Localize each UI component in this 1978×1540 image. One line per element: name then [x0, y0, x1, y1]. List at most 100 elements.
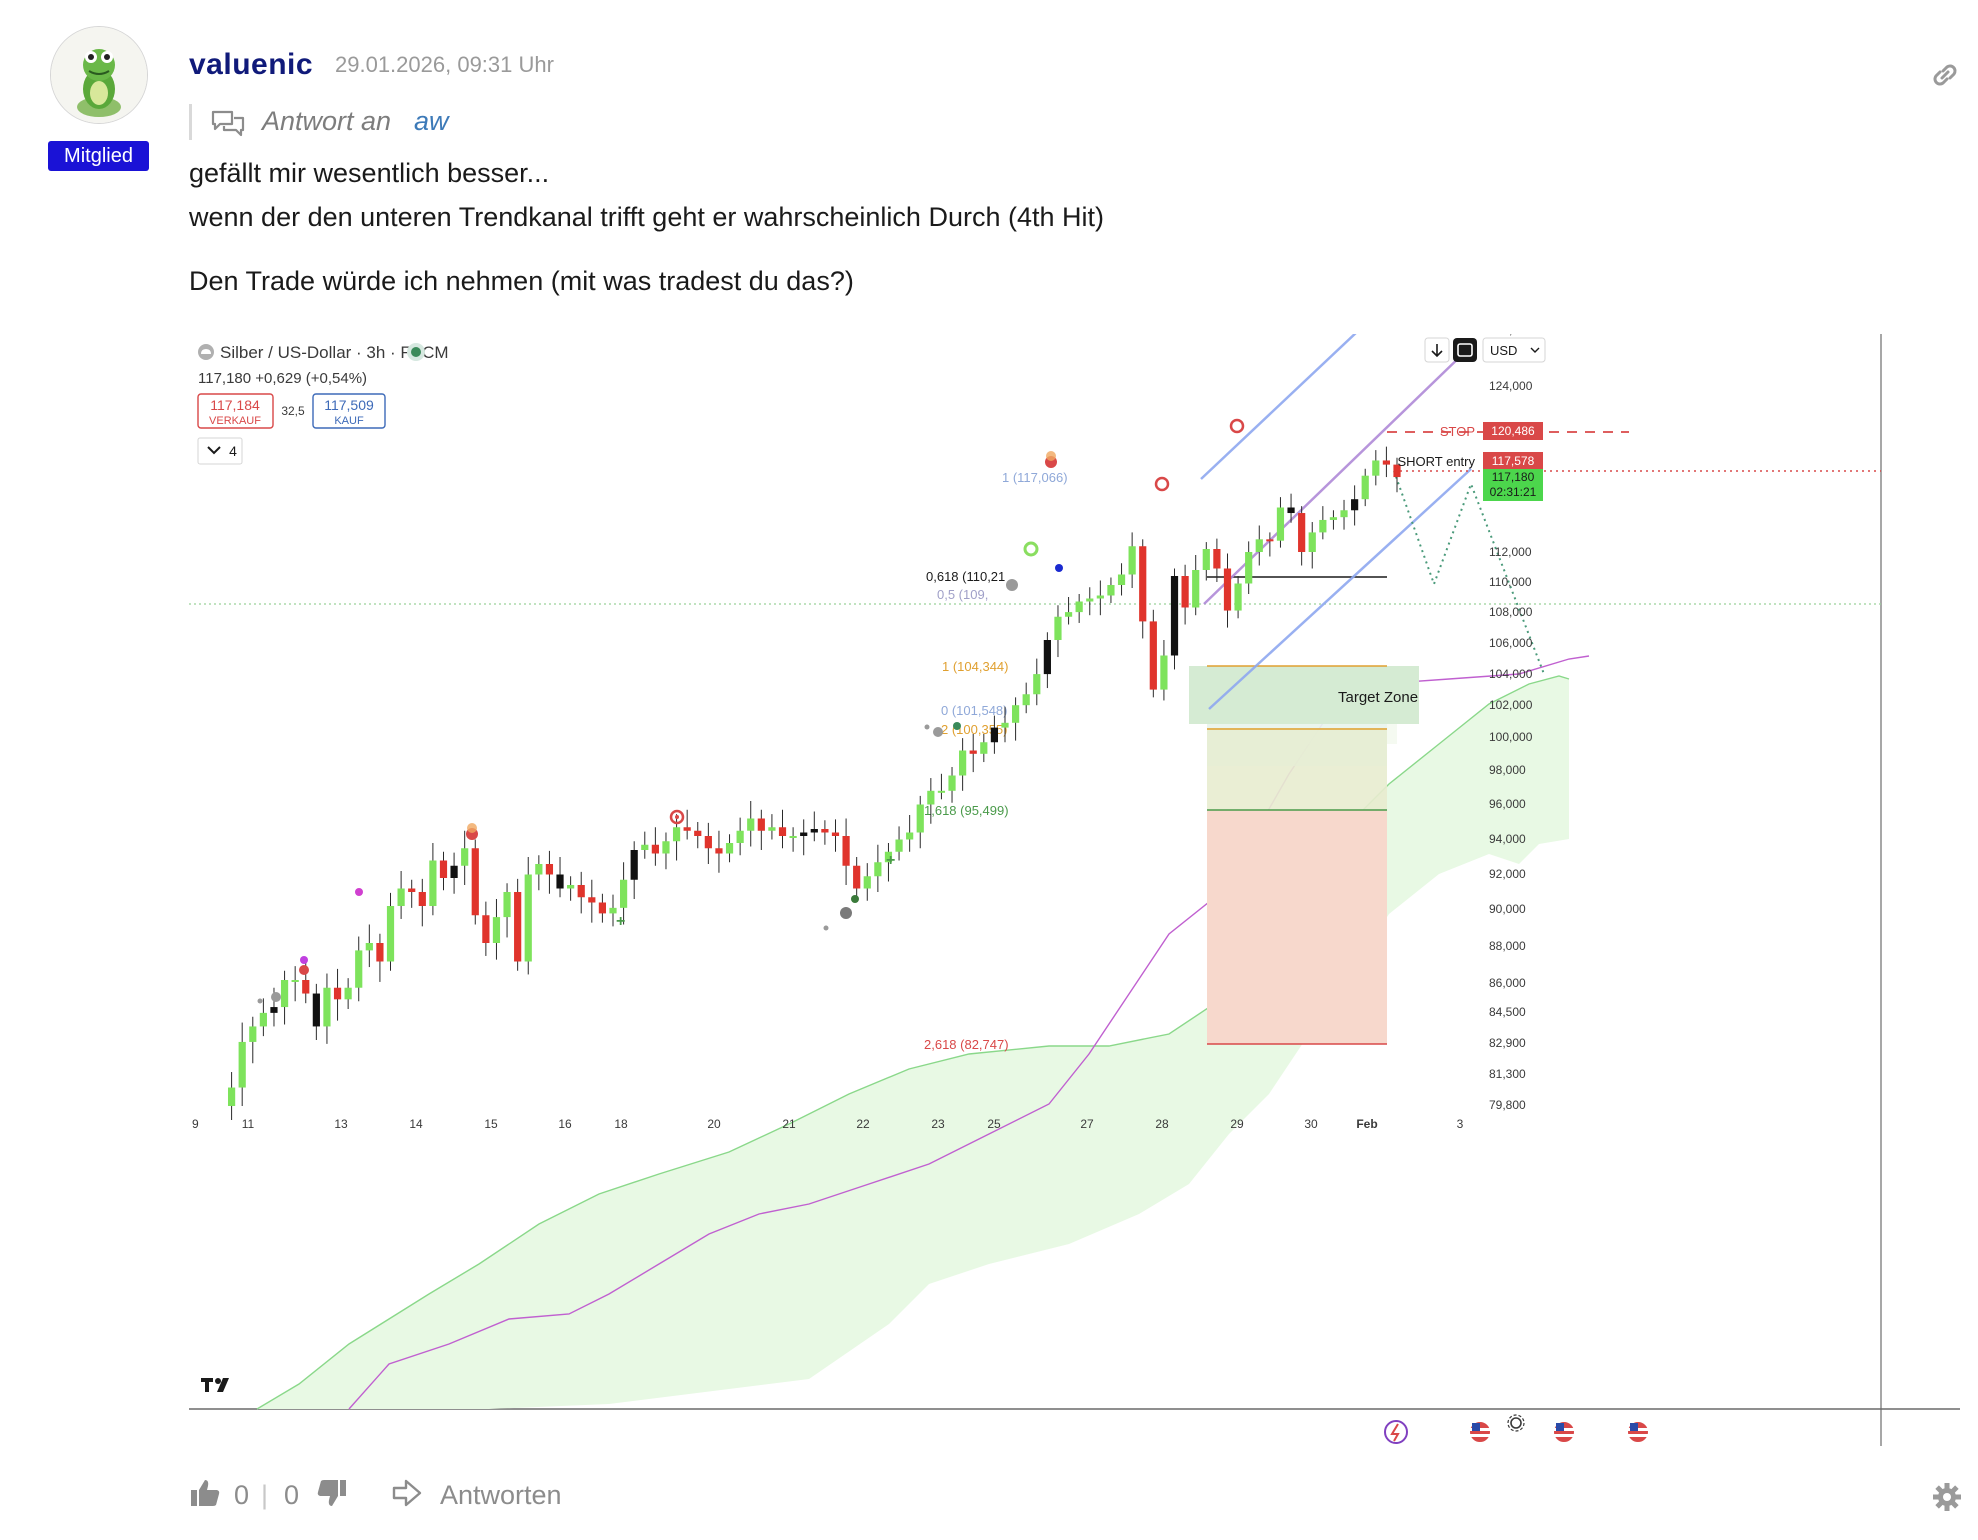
reply-arrow-icon[interactable] [392, 1478, 426, 1513]
bullish-candle [1276, 507, 1285, 541]
fib-label-0618: 0,618 (110,21 [926, 569, 1005, 584]
bearish-candle [1139, 546, 1147, 622]
bearish-candle [577, 885, 585, 898]
sell-button[interactable] [197, 393, 274, 429]
axis-settings-icon [1507, 1414, 1525, 1432]
bullish-candle [609, 907, 617, 914]
current-price-tag [1483, 469, 1543, 501]
bullish-candle [323, 987, 331, 1027]
post-text-line-2: wenn der den unteren Trendkanal trifft g… [189, 202, 1104, 232]
bullish-candle [1361, 475, 1369, 500]
time-tick-label: 22 [856, 1117, 870, 1131]
bullish-candle [1128, 546, 1136, 575]
username[interactable]: valuenic [189, 48, 314, 81]
bearish-candle [853, 865, 861, 889]
bullish-candle [874, 862, 882, 877]
bullish-candle [747, 818, 755, 831]
svg-text:4: 4 [229, 443, 237, 459]
price-tick-label: 86,000 [1489, 976, 1526, 990]
post-text-line-3: Den Trade würde ich nehmen (mit was trad… [189, 266, 854, 296]
chart-controls: USD [1424, 337, 1546, 363]
bullish-candle [1308, 532, 1316, 552]
avatar[interactable] [50, 26, 148, 124]
time-tick-label: 15 [484, 1117, 498, 1131]
bullish-candle [672, 827, 681, 842]
target-zone [1189, 666, 1419, 724]
price-tick-label: 104,000 [1489, 667, 1533, 681]
time-tick-label: 28 [1155, 1117, 1169, 1131]
market-status-icon [411, 347, 421, 357]
bearish-candle [969, 750, 977, 754]
svg-text:VERKAUF: VERKAUF [209, 415, 261, 427]
bullish-candle [725, 843, 734, 854]
speech-bubbles-icon [210, 108, 246, 138]
bullish-candle [1170, 576, 1179, 656]
price-tick-label: 124,000 [1489, 379, 1533, 393]
time-tick-label: 27 [1080, 1117, 1094, 1131]
lightning-icon [1384, 1420, 1408, 1444]
price-tick-label: 98,000 [1489, 763, 1526, 777]
thumbs-down-icon[interactable] [316, 1478, 348, 1513]
bullish-candle [1329, 517, 1338, 520]
bullish-candle [1011, 705, 1020, 723]
bullish-candle [1054, 616, 1062, 640]
bearish-candle [1287, 507, 1295, 514]
chevron-down-icon [1530, 347, 1540, 353]
bullish-candle [1001, 722, 1009, 728]
bullish-candle [1234, 583, 1242, 611]
bullish-candle [1107, 585, 1115, 596]
bearish-candle [376, 943, 384, 962]
time-tick-label: 29 [1230, 1117, 1244, 1131]
member-badge: Mitglied [48, 141, 149, 171]
signal-markers: + + [257, 418, 1245, 1004]
bearish-candle [821, 829, 829, 833]
bullish-candle [736, 830, 744, 843]
bullish-candle [429, 860, 437, 906]
buy-button[interactable] [312, 393, 386, 429]
svg-text:+: + [886, 852, 895, 869]
svg-text:USD: USD [1490, 343, 1517, 358]
bearish-candle [1393, 464, 1401, 478]
bearish-candle [1213, 549, 1221, 569]
chart-legend: Silber / US-Dollar · 3h · FXCM 117,180 +… [197, 343, 449, 465]
price-tick-label: 94,000 [1489, 832, 1526, 846]
settings-gear-icon[interactable] [1932, 1482, 1962, 1517]
time-tick-label: 13 [334, 1117, 348, 1131]
bullish-candle [959, 750, 967, 776]
bearish-candle [757, 818, 765, 831]
time-axis-labels: 9 11 13 14 15 16 18 20 21 22 23 25 27 28 29 30 Feb 3 [192, 1117, 1464, 1131]
indicators-toggle[interactable] [197, 437, 243, 465]
screenshot-button[interactable] [1453, 338, 1477, 362]
short-entry-price-tag [1483, 452, 1543, 470]
price-axis-labels: 128,000 124,000 112,000 110,000 108,000 106,0… [1489, 334, 1533, 1112]
bearish-candle [471, 848, 479, 916]
thumbs-up-icon[interactable] [189, 1478, 221, 1513]
bullish-candle [789, 836, 797, 838]
trading-chart: Target Zone 1 (117,066) 0,618 (110,21 0,… [189, 334, 1960, 1446]
bearish-candle [683, 827, 691, 831]
bearish-candle [704, 836, 712, 849]
bullish-candle [503, 892, 511, 918]
bearish-candle [312, 993, 320, 1027]
bearish-candle [556, 874, 564, 889]
bullish-candle [863, 876, 871, 889]
bearish-candle [333, 987, 342, 1000]
cloud-upper-edge [256, 675, 1570, 1410]
reply-to-label: Antwort an [262, 106, 392, 136]
fib-label-05: 0,5 (109, [937, 587, 988, 602]
bullish-candle [344, 987, 352, 1000]
bullish-candle [227, 1087, 236, 1106]
svg-text:117,180: 117,180 [1492, 470, 1535, 484]
bullish-candle [355, 950, 363, 988]
bearish-candle [598, 902, 607, 914]
bullish-candle [1075, 601, 1083, 613]
reply-to-user-link[interactable]: aw [414, 106, 449, 136]
bearish-candle [418, 892, 426, 906]
bearish-candle [1266, 539, 1274, 542]
permalink-icon[interactable] [1928, 60, 1962, 90]
bearish-candle [408, 888, 416, 892]
currency-select[interactable] [1482, 337, 1546, 363]
bullish-candle [567, 885, 575, 889]
reply-button[interactable]: Antworten [440, 1480, 562, 1510]
svg-text:KAUF: KAUF [334, 415, 364, 427]
